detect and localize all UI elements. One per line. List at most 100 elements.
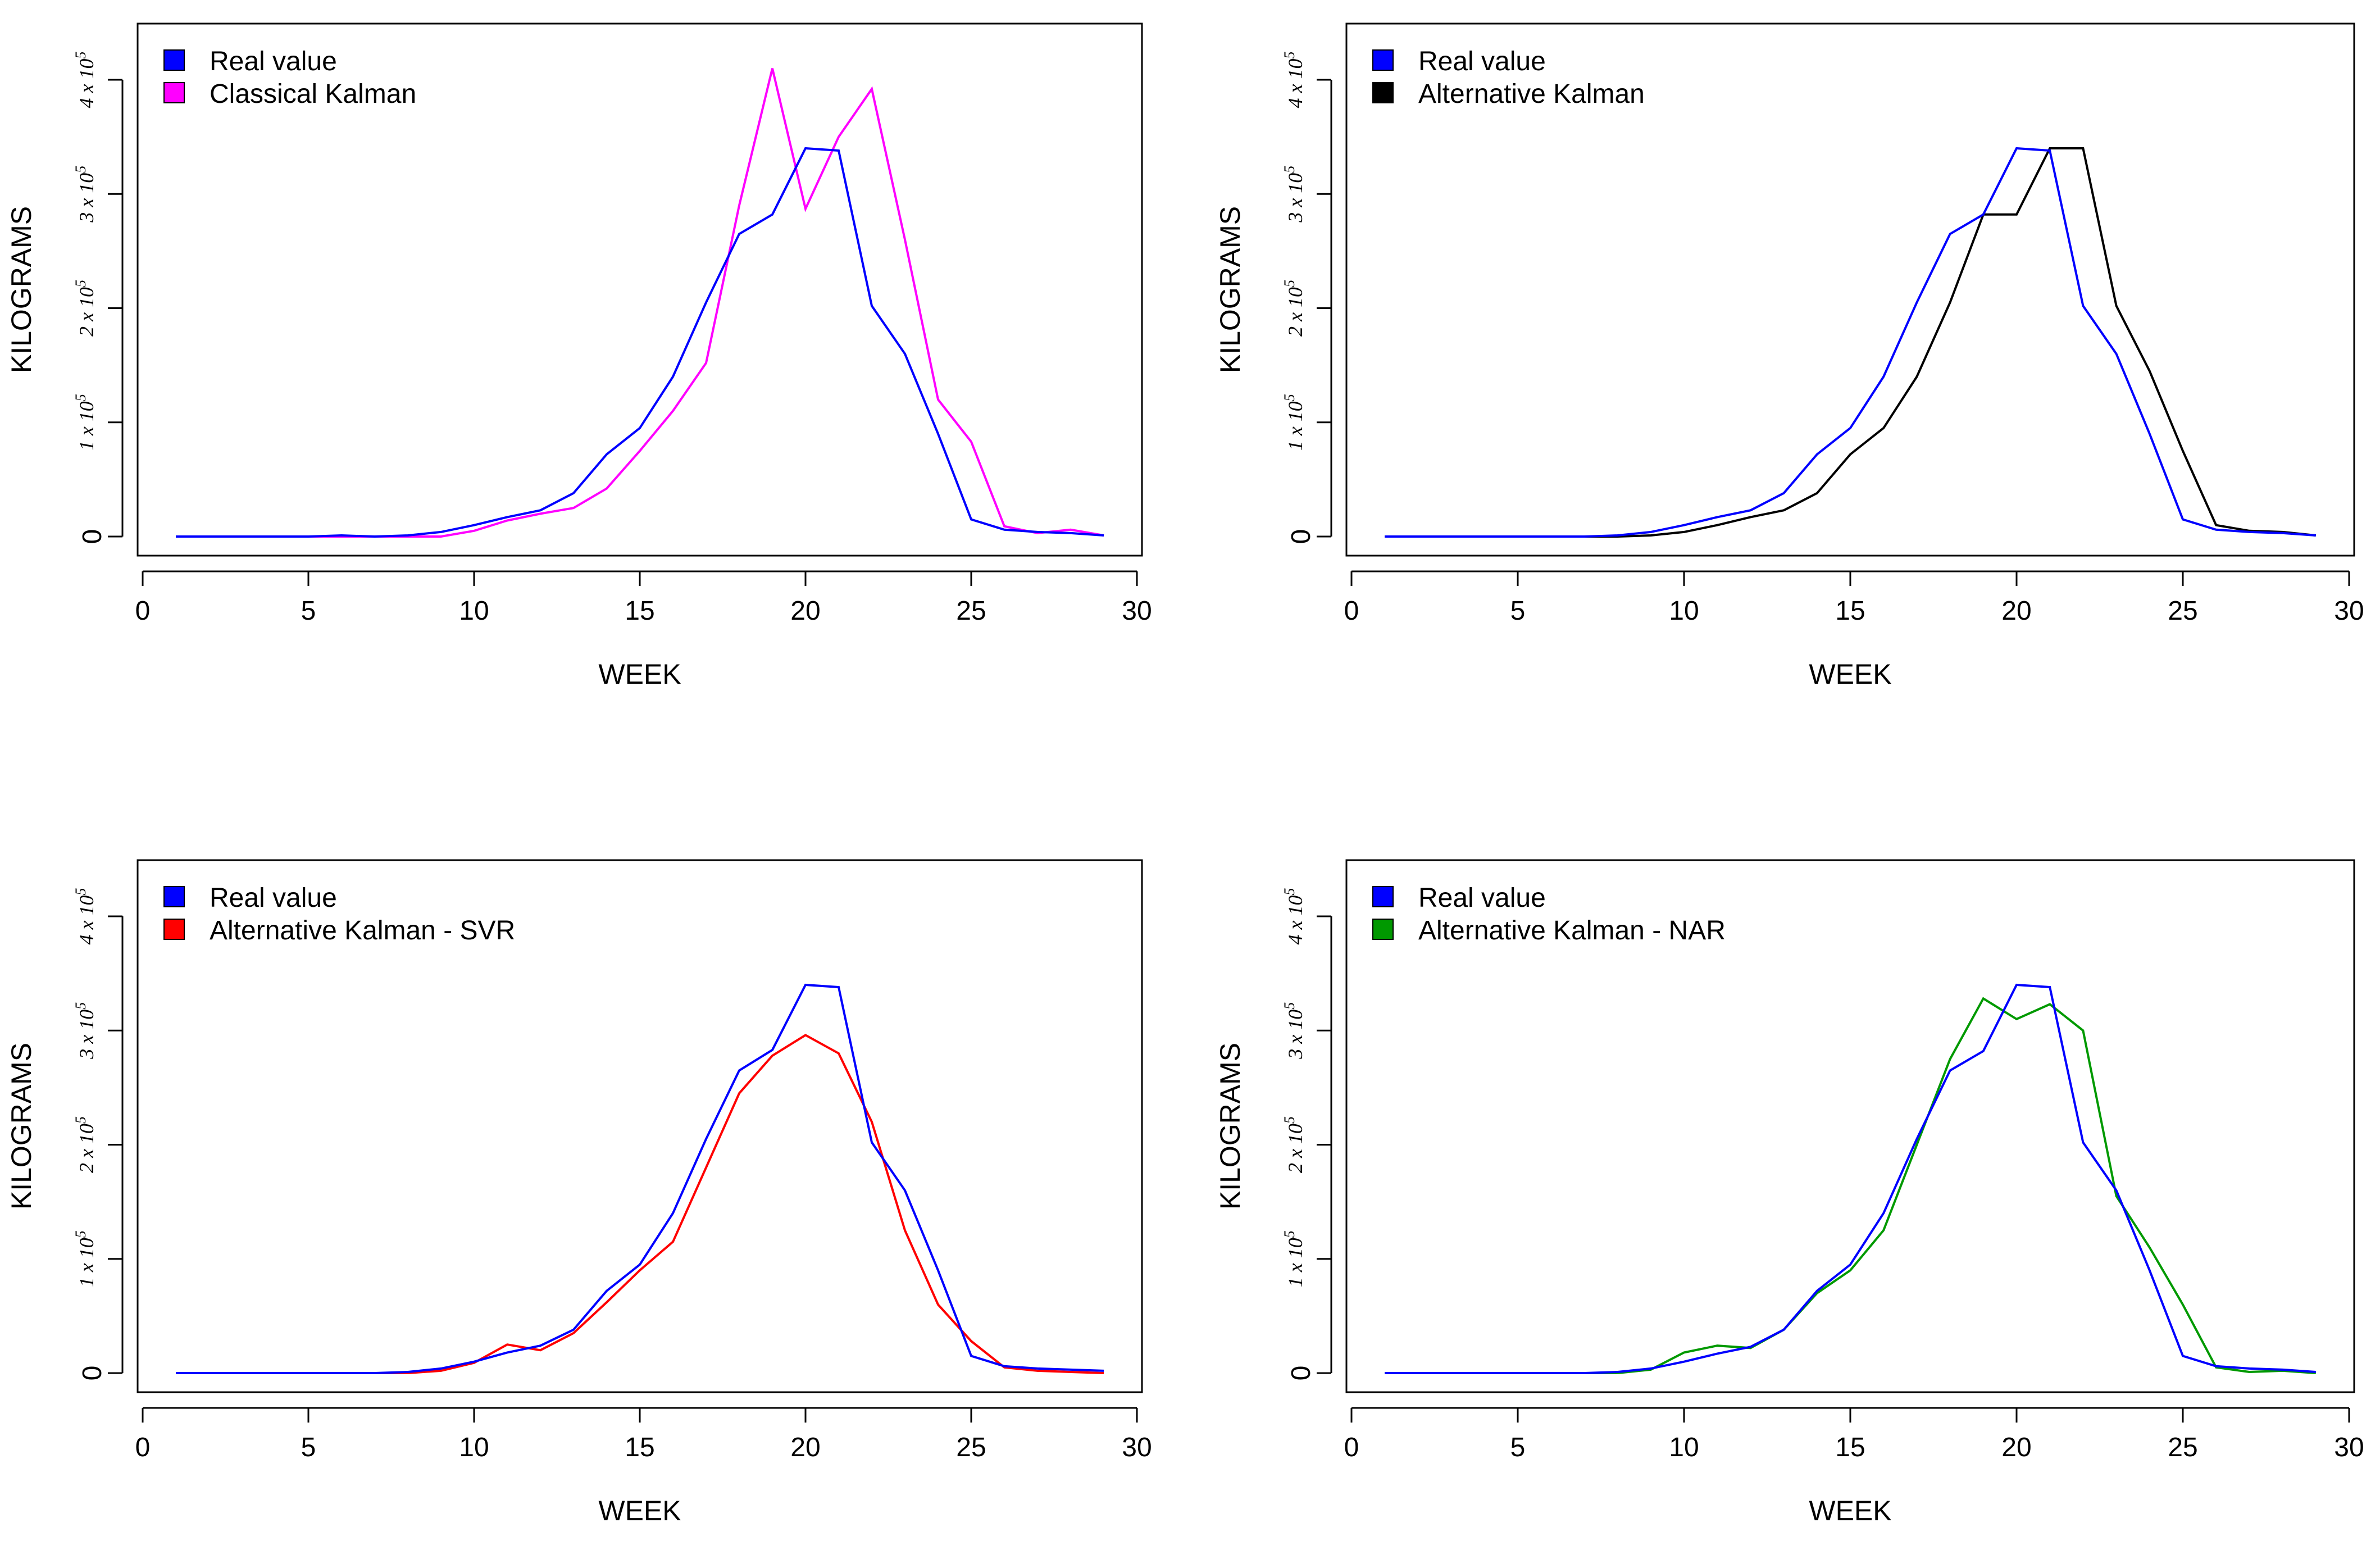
x-tick-label: 15 <box>625 1433 654 1462</box>
plot-frame <box>1345 22 2355 557</box>
y-tick-base: 3 x 10 <box>1284 1010 1307 1060</box>
y-axis-title: KILOGRAMS <box>1214 206 1246 373</box>
plot-frame <box>136 22 1143 557</box>
y-tick-exponent: 5 <box>1281 52 1298 59</box>
x-tick-label: 0 <box>1344 596 1359 626</box>
series-line-real-value <box>176 983 1104 1374</box>
y-tick-exponent: 5 <box>72 1116 89 1124</box>
legend-swatch <box>1372 82 1394 103</box>
x-axis-title: WEEK <box>598 1495 681 1526</box>
y-tick-exponent: 5 <box>72 394 89 401</box>
y-tick-label: 3 x 105 <box>72 166 98 223</box>
x-tick-label: 20 <box>2001 596 2031 626</box>
x-tick-label: 10 <box>1669 1433 1699 1462</box>
x-tick-label: 20 <box>2001 1433 2031 1462</box>
x-tick-label: 25 <box>2168 596 2197 626</box>
legend-swatch <box>1372 919 1394 940</box>
x-tick-label: 25 <box>956 596 986 626</box>
x-tick-label: 20 <box>790 596 820 626</box>
y-tick-exponent: 5 <box>1281 280 1298 287</box>
legend-label: Alternative Kalman - NAR <box>1418 916 1726 946</box>
series-line-real-value <box>176 147 1104 538</box>
y-tick-label: 2 x 105 <box>72 280 98 337</box>
y-tick-label: 4 x 105 <box>72 52 98 108</box>
y-axis-title: KILOGRAMS <box>6 1043 37 1210</box>
y-tick-label: 1 x 105 <box>72 394 98 451</box>
series-line-real-value <box>1385 147 2316 538</box>
x-tick-label: 15 <box>625 596 654 626</box>
x-axis-title: WEEK <box>1809 658 1891 690</box>
y-tick-exponent: 5 <box>72 888 89 896</box>
x-tick-label: 15 <box>1835 1433 1865 1462</box>
x-axis-title: WEEK <box>598 658 681 690</box>
legend-label: Real value <box>1418 883 1546 913</box>
plot-frame <box>1345 859 2355 1393</box>
legend-label: Real value <box>210 883 337 913</box>
legend-swatch <box>163 82 185 103</box>
x-tick-label: 0 <box>135 1433 151 1462</box>
x-tick-label: 30 <box>2334 1433 2364 1462</box>
x-tick-label: 10 <box>1669 596 1699 626</box>
y-tick-base: 3 x 10 <box>75 173 98 223</box>
y-axis-title: KILOGRAMS <box>1214 1043 1246 1210</box>
y-tick-exponent: 5 <box>1281 888 1298 896</box>
y-tick-base: 2 x 10 <box>1284 287 1307 337</box>
y-tick-exponent: 5 <box>1281 1002 1298 1010</box>
legend-swatch <box>163 886 185 907</box>
y-axis-title: KILOGRAMS <box>6 206 37 373</box>
y-tick-base: 2 x 10 <box>1284 1124 1307 1173</box>
y-tick-exponent: 5 <box>72 52 89 59</box>
x-tick-label: 25 <box>2168 1433 2197 1462</box>
x-tick-label: 5 <box>301 1433 316 1462</box>
y-tick-label: 0 <box>78 529 107 544</box>
x-tick-label: 30 <box>1122 596 1152 626</box>
y-tick-base: 2 x 10 <box>75 1124 98 1173</box>
legend-label: Classical Kalman <box>210 79 416 109</box>
legend-swatch <box>163 49 185 71</box>
y-tick-label: 4 x 105 <box>1281 52 1307 108</box>
y-tick-base: 1 x 10 <box>75 401 98 451</box>
y-tick-base: 1 x 10 <box>1284 1238 1307 1287</box>
x-tick-label: 30 <box>1122 1433 1152 1462</box>
legend-swatch <box>1372 886 1394 907</box>
y-tick-base: 3 x 10 <box>1284 173 1307 223</box>
legend-swatch <box>163 919 185 940</box>
x-tick-label: 25 <box>956 1433 986 1462</box>
x-tick-label: 5 <box>1510 596 1526 626</box>
y-tick-exponent: 5 <box>1281 1230 1298 1238</box>
y-tick-label: 3 x 105 <box>1281 1002 1307 1060</box>
legend-label: Alternative Kalman <box>1418 79 1645 109</box>
y-tick-label: 2 x 105 <box>72 1116 98 1173</box>
y-tick-base: 4 x 10 <box>75 896 98 945</box>
y-tick-exponent: 5 <box>72 1230 89 1238</box>
y-tick-exponent: 5 <box>1281 1116 1298 1124</box>
x-tick-label: 5 <box>301 596 316 626</box>
x-tick-label: 0 <box>1344 1433 1359 1462</box>
y-tick-exponent: 5 <box>1281 166 1298 173</box>
y-tick-label: 0 <box>78 1366 107 1381</box>
y-tick-base: 4 x 10 <box>1284 59 1307 108</box>
y-tick-exponent: 5 <box>72 166 89 173</box>
y-tick-base: 1 x 10 <box>75 1238 98 1287</box>
y-tick-label: 1 x 105 <box>1281 394 1307 451</box>
y-tick-label: 1 x 105 <box>72 1230 98 1287</box>
y-tick-label: 0 <box>1286 529 1316 544</box>
y-tick-exponent: 5 <box>72 1002 89 1010</box>
y-tick-label: 4 x 105 <box>1281 888 1307 945</box>
x-tick-label: 0 <box>135 596 151 626</box>
x-tick-label: 10 <box>459 596 489 626</box>
x-axis-title: WEEK <box>1809 1495 1891 1526</box>
x-tick-label: 10 <box>459 1433 489 1462</box>
legend-label: Real value <box>1418 47 1546 76</box>
y-tick-label: 2 x 105 <box>1281 1116 1307 1173</box>
y-tick-label: 2 x 105 <box>1281 280 1307 337</box>
x-tick-label: 5 <box>1510 1433 1526 1462</box>
plot-frame <box>136 859 1143 1393</box>
y-tick-base: 4 x 10 <box>1284 896 1307 945</box>
